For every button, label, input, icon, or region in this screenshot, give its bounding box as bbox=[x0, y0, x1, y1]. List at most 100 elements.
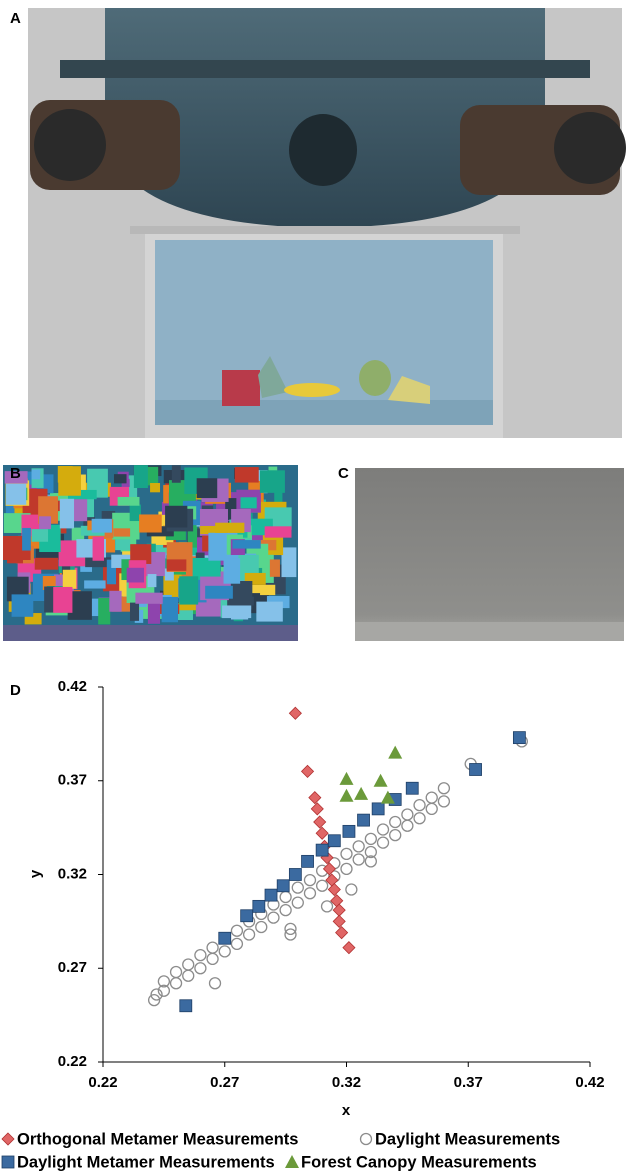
point bbox=[406, 782, 418, 794]
mosaic-tile bbox=[147, 467, 158, 486]
mosaic-tile bbox=[84, 580, 105, 588]
point bbox=[390, 830, 401, 841]
mosaic-tile bbox=[115, 539, 130, 550]
point bbox=[343, 825, 355, 837]
page: {"panel_labels": ["A", "B", "C", "D"], "… bbox=[0, 0, 631, 1172]
mosaic-tile bbox=[215, 523, 244, 533]
point bbox=[336, 927, 348, 939]
point bbox=[304, 875, 315, 886]
legend-marker bbox=[2, 1156, 14, 1168]
mosaic-tile bbox=[109, 591, 121, 612]
x-tick-label: 0.22 bbox=[88, 1074, 117, 1091]
mosaic-tile bbox=[114, 528, 131, 536]
point bbox=[207, 953, 218, 964]
point bbox=[426, 803, 437, 814]
point bbox=[353, 841, 364, 852]
point bbox=[353, 854, 364, 865]
mosaic-tile bbox=[167, 559, 187, 570]
point bbox=[171, 967, 182, 978]
x-tick-label: 0.42 bbox=[575, 1074, 604, 1091]
point bbox=[378, 837, 389, 848]
mosaic-tile bbox=[114, 474, 127, 483]
mosaic-tile bbox=[282, 547, 297, 577]
point bbox=[309, 792, 321, 804]
point bbox=[346, 884, 357, 895]
mosaic-tile bbox=[231, 581, 253, 610]
mosaic-tile bbox=[172, 465, 181, 482]
point bbox=[414, 800, 425, 811]
y-tick-label: 0.27 bbox=[58, 959, 87, 976]
y-axis-title: y bbox=[27, 869, 44, 878]
point bbox=[316, 844, 328, 856]
mosaic-tile bbox=[179, 576, 198, 604]
photo-a bbox=[28, 8, 626, 438]
legend-marker bbox=[361, 1134, 372, 1145]
point bbox=[341, 863, 352, 874]
point bbox=[322, 901, 333, 912]
point bbox=[219, 932, 231, 944]
point bbox=[513, 732, 525, 744]
point bbox=[333, 915, 345, 927]
mosaic-tile bbox=[162, 597, 178, 622]
panel-label: A bbox=[10, 10, 21, 27]
mosaic-tile bbox=[22, 528, 31, 551]
point bbox=[231, 938, 242, 949]
x-tick-label: 0.37 bbox=[454, 1074, 483, 1091]
mosaic-tile bbox=[205, 586, 233, 599]
point bbox=[195, 963, 206, 974]
point bbox=[289, 707, 301, 719]
mosaic-tile bbox=[130, 603, 139, 621]
point bbox=[402, 809, 413, 820]
mosaic-tile bbox=[6, 484, 26, 505]
legend-label: Daylight Metamer Measurements bbox=[17, 1153, 275, 1171]
legend-label: Orthogonal Metamer Measurements bbox=[17, 1130, 298, 1148]
point bbox=[340, 772, 354, 785]
point bbox=[378, 824, 389, 835]
mosaic-tile bbox=[232, 540, 260, 549]
point bbox=[333, 904, 345, 916]
point bbox=[207, 942, 218, 953]
mosaic-tile bbox=[235, 467, 259, 482]
y-tick-label: 0.22 bbox=[58, 1053, 87, 1070]
point bbox=[219, 946, 230, 957]
mosaic-tile bbox=[139, 514, 162, 532]
plot: 0.220.270.320.370.420.220.270.320.370.42 bbox=[58, 678, 605, 1091]
point bbox=[210, 978, 221, 989]
photo-c bbox=[355, 468, 624, 641]
point bbox=[314, 816, 326, 828]
mosaic-tile bbox=[39, 516, 51, 529]
point bbox=[414, 813, 425, 824]
mosaic-tile bbox=[150, 483, 160, 492]
mosaic-tile bbox=[241, 497, 257, 508]
mosaic-tile bbox=[256, 602, 282, 622]
point bbox=[470, 764, 482, 776]
mosaic-tile bbox=[118, 497, 140, 506]
mosaic-tile bbox=[222, 605, 251, 618]
mosaic-tile bbox=[148, 574, 157, 587]
point bbox=[354, 787, 368, 800]
point bbox=[277, 880, 289, 892]
point bbox=[304, 888, 315, 899]
point bbox=[302, 765, 314, 777]
point bbox=[256, 922, 267, 933]
point bbox=[328, 884, 340, 896]
mosaic-floor bbox=[3, 625, 298, 641]
point bbox=[265, 889, 277, 901]
point bbox=[372, 803, 384, 815]
point bbox=[438, 796, 449, 807]
legend-label: Forest Canopy Measurements bbox=[301, 1153, 537, 1171]
legend-label: Daylight Measurements bbox=[375, 1130, 560, 1148]
point bbox=[280, 892, 291, 903]
mosaic-tile bbox=[32, 470, 41, 480]
point bbox=[328, 835, 340, 847]
mosaic-tile bbox=[53, 587, 72, 613]
point bbox=[365, 833, 376, 844]
x-tick-label: 0.27 bbox=[210, 1074, 239, 1091]
point bbox=[171, 978, 182, 989]
point bbox=[388, 746, 402, 759]
point bbox=[244, 929, 255, 940]
y-tick-label: 0.32 bbox=[58, 865, 87, 882]
point bbox=[280, 905, 291, 916]
point bbox=[268, 912, 279, 923]
mosaic-tile bbox=[92, 519, 112, 533]
